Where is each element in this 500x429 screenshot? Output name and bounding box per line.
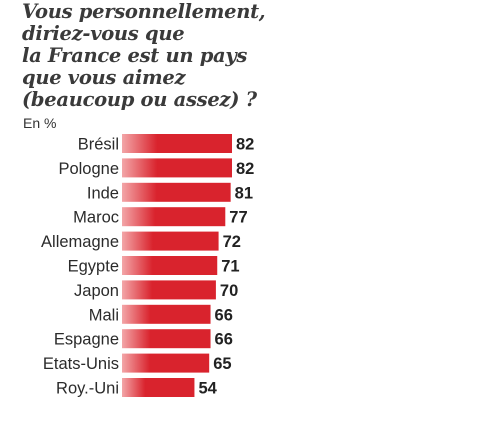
value-label: 65 [213,355,231,373]
unit-label: En % [23,115,57,131]
bar-japon [122,280,216,300]
category-label: Brésil [78,136,119,154]
bars-group: Brésil 82 Pologne 82 Inde 81 Maroc 77 Allemagne 7… [41,134,254,398]
value-label: 72 [223,233,241,251]
bar-espagne [122,329,211,349]
bar-maroc [122,207,226,227]
title-line: que vous aimez [22,66,186,89]
category-label: Allemagne [41,233,119,251]
title-line: Vous personnellement, [22,0,266,23]
category-label: Mali [89,306,119,324]
value-label: 54 [198,380,217,398]
bar-pologne [122,158,232,178]
category-label: Inde [87,184,119,202]
value-label: 66 [215,306,233,324]
value-label: 70 [220,282,238,300]
category-label: Etats-Unis [43,355,119,373]
value-label: 81 [235,184,253,202]
bar-egypte [122,256,218,275]
category-label: Espagne [54,331,119,349]
bar-br-sil [122,134,232,153]
title-line: diriez-vous que [22,22,185,45]
title-line: la France est un pays [22,44,248,67]
category-label: Roy.-Uni [56,380,119,398]
value-label: 77 [229,209,247,227]
category-label: Japon [74,282,119,300]
value-label: 82 [236,136,254,154]
chart-title: Vous personnellement, diriez-vous que la… [22,1,322,111]
category-label: Pologne [58,160,119,178]
value-label: 82 [236,160,254,178]
value-label: 66 [215,331,233,349]
title-line: (beaucoup ou assez) ? [22,88,257,111]
value-label: 71 [221,258,239,276]
bar-mali [122,304,211,324]
bar-roy-uni [122,378,195,397]
bar-allemagne [122,231,219,251]
bar-etats-unis [122,353,210,373]
category-label: Egypte [68,258,119,276]
category-label: Maroc [73,209,119,227]
bar-inde [122,182,231,202]
